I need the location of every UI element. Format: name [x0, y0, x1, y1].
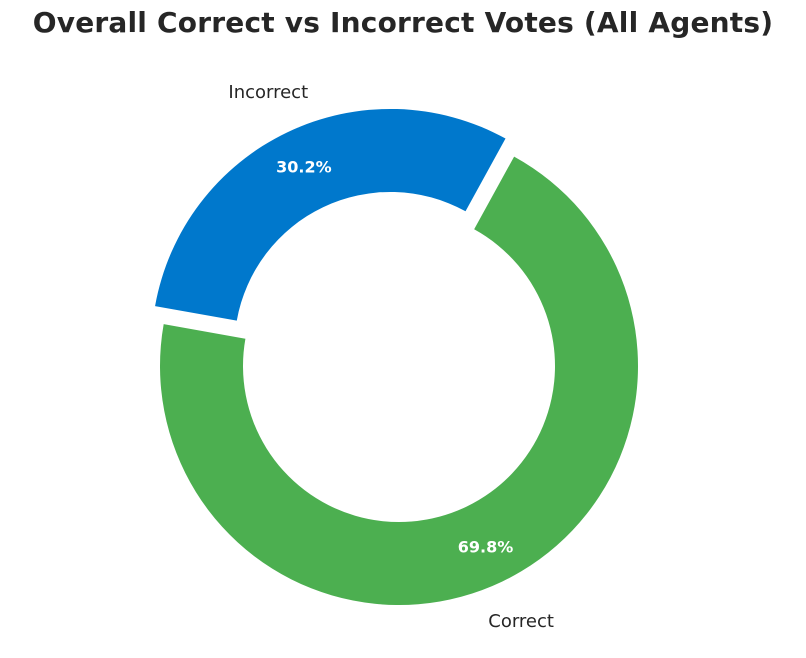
slice-label-incorrect: Incorrect: [228, 82, 308, 103]
pct-label-incorrect: 30.2%: [276, 158, 332, 177]
slice-incorrect: [155, 108, 506, 321]
slice-correct: [159, 156, 638, 606]
pct-label-correct: 69.8%: [458, 537, 514, 556]
chart-title: Overall Correct vs Incorrect Votes (All …: [32, 6, 774, 39]
slice-label-correct: Correct: [488, 611, 554, 632]
